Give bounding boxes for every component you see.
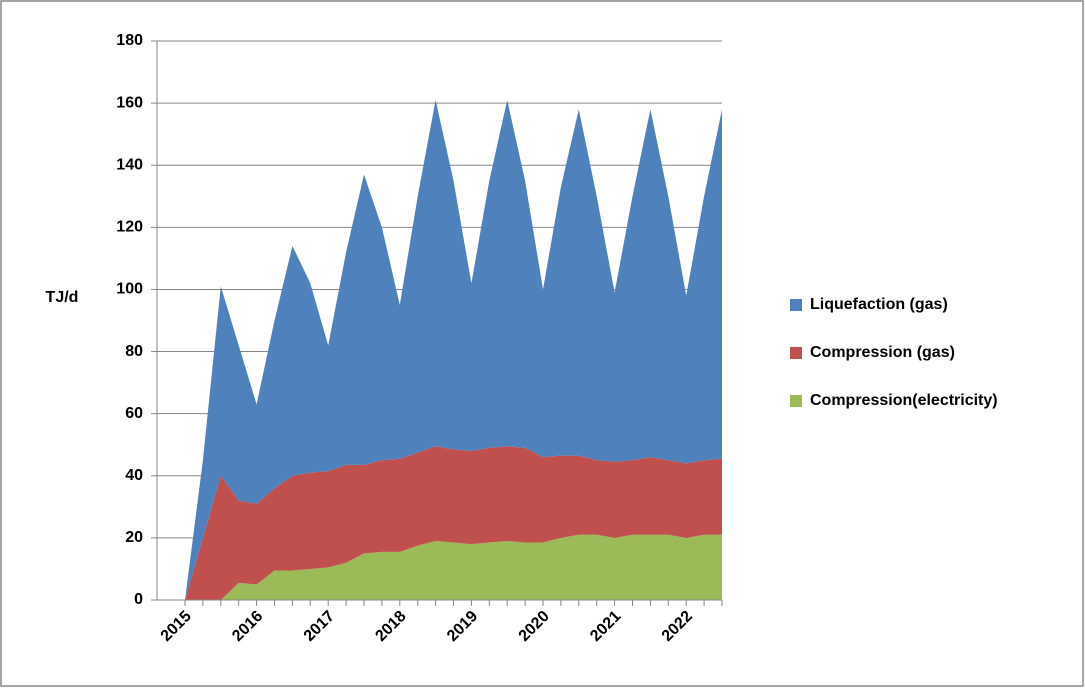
y-tick-label: 40 xyxy=(125,467,143,484)
legend-label: Compression(electricity) xyxy=(810,392,998,409)
y-tick-label: 100 xyxy=(116,281,143,298)
y-tick-label: 140 xyxy=(116,156,143,173)
legend-label: Compression (gas) xyxy=(810,344,955,361)
area xyxy=(185,534,722,600)
area xyxy=(185,446,722,600)
legend-swatch xyxy=(790,347,802,359)
y-axis-label: TJ/d xyxy=(46,289,79,306)
legend-label: Liquefaction (gas) xyxy=(810,296,948,313)
area xyxy=(185,100,722,600)
y-tick-label: 80 xyxy=(125,343,143,360)
y-tick-label: 180 xyxy=(116,32,143,49)
legend-swatch xyxy=(790,299,802,311)
y-tick-label: 160 xyxy=(116,94,143,111)
y-tick-label: 120 xyxy=(116,219,143,236)
y-tick-label: 0 xyxy=(134,591,143,608)
legend-swatch xyxy=(790,395,802,407)
y-tick-label: 60 xyxy=(125,405,143,422)
y-tick-label: 20 xyxy=(125,529,143,546)
